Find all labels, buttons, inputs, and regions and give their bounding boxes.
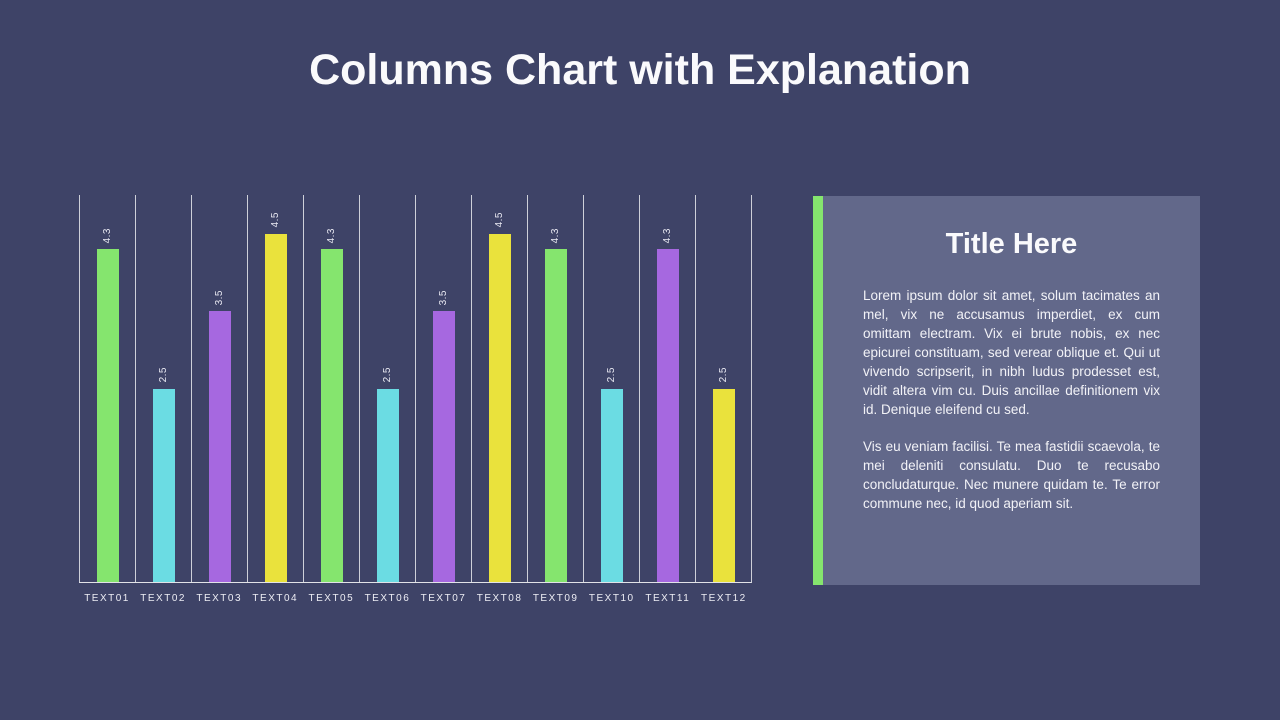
bar-value-label: 4.3 xyxy=(101,227,113,244)
panel-paragraph: Lorem ipsum dolor sit amet, solum tacima… xyxy=(863,288,1160,417)
chart-column: 4.3 xyxy=(639,195,695,582)
x-axis-label: TEXT09 xyxy=(532,593,579,604)
bar xyxy=(376,388,399,582)
bar xyxy=(320,249,343,582)
bar-value-label: 2.5 xyxy=(717,367,729,383)
x-axis-label: TEXT11 xyxy=(645,593,691,604)
panel-title: Title Here xyxy=(945,228,1078,260)
chart-plot: 4.3 2.5 3.5 4.5 4.3 2.5 3.5 4.5 4.3 2.5 4.3 2.5 xyxy=(79,195,752,583)
bar xyxy=(264,233,287,582)
bar xyxy=(544,249,567,582)
bar-value-label: 4.5 xyxy=(269,212,281,228)
bar-value-label: 3.5 xyxy=(437,289,449,306)
bar xyxy=(152,388,175,582)
bar-value-label: 4.3 xyxy=(661,227,673,244)
bar-value-label: 4.5 xyxy=(493,212,505,228)
bar xyxy=(96,249,119,582)
chart-column: 2.5 xyxy=(359,195,415,582)
chart-column: 4.5 xyxy=(247,195,303,582)
x-axis-label: TEXT10 xyxy=(588,593,635,604)
bar-value-label: 2.5 xyxy=(605,367,617,383)
bar xyxy=(656,249,679,582)
bar xyxy=(712,388,735,582)
x-axis-label: TEXT08 xyxy=(476,593,523,604)
bar xyxy=(432,311,455,582)
bar-value-label: 2.5 xyxy=(381,367,393,383)
chart-column: 4.3 xyxy=(527,195,583,582)
chart-column: 2.5 xyxy=(695,195,751,582)
panel-accent-bar xyxy=(813,196,823,585)
chart-column: 3.5 xyxy=(415,195,471,582)
slide-title: Columns Chart with Explanation xyxy=(309,46,971,94)
x-axis-label: TEXT05 xyxy=(308,593,355,604)
chart-column: 4.5 xyxy=(471,195,527,582)
x-axis-label: TEXT04 xyxy=(252,593,299,604)
panel-paragraph: Vis eu veniam facilisi. Te mea fastidii … xyxy=(863,439,1160,511)
x-axis-label: TEXT06 xyxy=(364,593,411,604)
chart-column: 3.5 xyxy=(191,195,247,582)
chart-column: 4.3 xyxy=(79,195,135,582)
bar-value-label: 4.3 xyxy=(325,227,337,244)
bar-value-label: 3.5 xyxy=(213,289,225,306)
chart-column: 2.5 xyxy=(135,195,191,582)
x-axis-label: TEXT12 xyxy=(701,593,747,604)
x-axis-label: TEXT07 xyxy=(420,593,467,604)
bar-value-label: 4.3 xyxy=(549,227,561,244)
x-axis-labels: TEXT01 TEXT02 TEXT03 TEXT04 TEXT05 TEXT06 TEXT… xyxy=(79,593,752,604)
chart-column: 2.5 xyxy=(583,195,639,582)
x-axis-label: TEXT02 xyxy=(140,593,186,604)
explanation-panel: Title Here Lorem ipsum dolor sit amet, s… xyxy=(813,196,1200,585)
x-axis-label: TEXT01 xyxy=(84,593,130,604)
bar xyxy=(208,311,231,582)
x-axis-label: TEXT03 xyxy=(196,593,243,604)
panel-body: Title Here Lorem ipsum dolor sit amet, s… xyxy=(823,196,1200,585)
bar xyxy=(488,233,511,582)
chart-column: 4.3 xyxy=(303,195,359,582)
bar xyxy=(600,388,623,582)
bar-value-label: 2.5 xyxy=(157,367,169,383)
